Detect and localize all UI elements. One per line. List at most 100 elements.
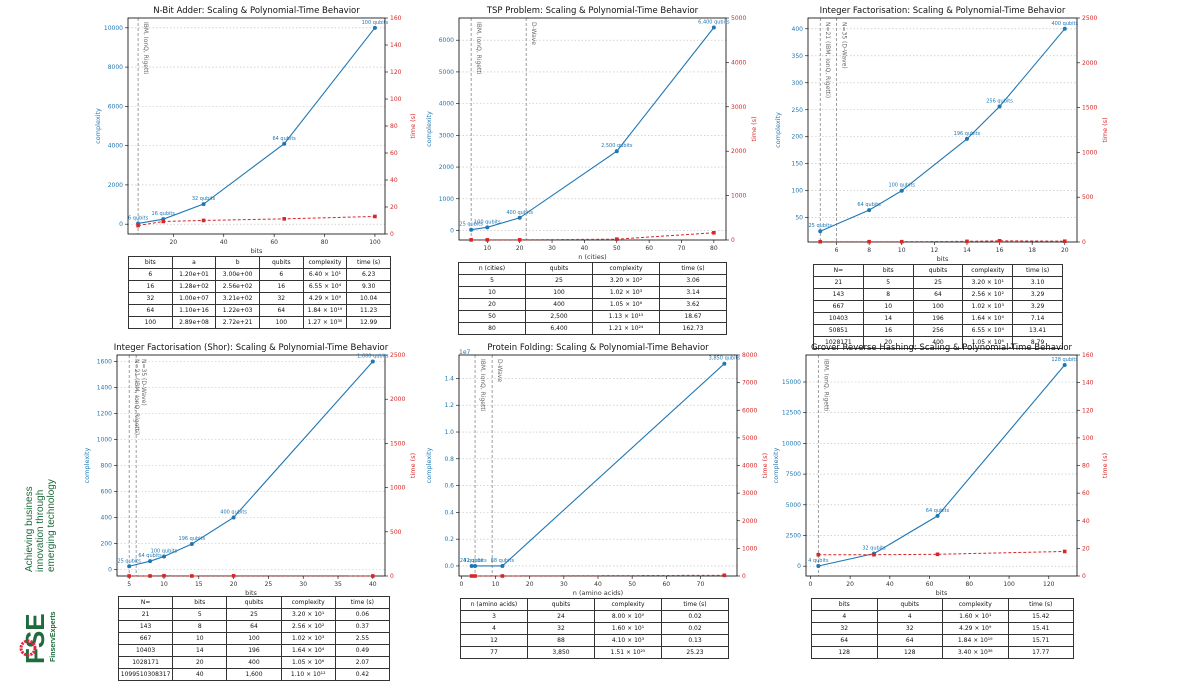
table-header-cell: complexity — [281, 597, 335, 609]
time-line — [472, 575, 725, 576]
y-tick-label: 0 — [108, 567, 112, 574]
table-header-cell: qubits — [227, 597, 281, 609]
y2-tick-label: 100 — [1082, 435, 1094, 442]
y2-tick-label: 3000 — [731, 104, 746, 111]
x-tick-label: 80 — [965, 581, 973, 588]
y2-tick-label: 140 — [1082, 380, 1094, 387]
y2-tick-label: 0 — [1082, 573, 1086, 580]
complexity-point — [712, 26, 716, 30]
table-cell: 4.29 × 10⁹ — [943, 623, 1009, 635]
y-tick-label: 0.2 — [444, 536, 454, 543]
table-cell: 0.49 — [335, 645, 389, 657]
time-point — [615, 237, 619, 241]
y-tick-label: 1600 — [97, 359, 112, 366]
time-point — [1063, 550, 1067, 554]
y2-tick-label: 80 — [1082, 463, 1090, 470]
time-line — [818, 551, 1064, 554]
x-tick-label: 30 — [560, 581, 568, 588]
complexity-point-label: 4 qubits — [808, 558, 829, 564]
table-cell: 1.02 × 10³ — [281, 633, 335, 645]
y-tick-label: 400 — [101, 515, 113, 522]
y-tick-label: 1.2 — [444, 402, 454, 409]
table-header-cell: complexity — [303, 257, 347, 269]
complexity-point-label: 64 qubits — [857, 202, 881, 208]
table-cell: 10 — [459, 287, 526, 299]
table-cell: 3.40 × 10³⁸ — [943, 647, 1009, 659]
complexity-point-label: 3,850 qubits — [709, 356, 741, 362]
x-tick-label: 100 — [1003, 581, 1015, 588]
y2-tick-label: 500 — [390, 529, 402, 536]
y-tick-label: 10000 — [104, 25, 123, 32]
table-header-cell: n (amino acids) — [461, 599, 528, 611]
y-tick-label: 6000 — [108, 103, 123, 110]
table-cell: 162.73 — [660, 323, 727, 335]
x-tick-label: 120 — [1043, 581, 1055, 588]
chart-title: N-Bit Adder: Scaling & Polynomial-Time B… — [153, 6, 360, 16]
plot-frame — [806, 355, 1077, 576]
y2-axis-label: time (s) — [1101, 117, 1109, 142]
time-point — [501, 574, 505, 578]
table-cell: 10.04 — [347, 293, 391, 305]
y2-tick-label: 2500 — [390, 352, 405, 359]
complexity-point-label: 32 qubits — [862, 546, 886, 552]
complexity-point-label: 100 qubits — [888, 183, 915, 189]
x-axis-label: bits — [936, 589, 948, 597]
y2-axis-label: time (s) — [409, 113, 417, 138]
time-point — [486, 238, 490, 242]
x-tick-label: 40 — [886, 581, 894, 588]
table-cell: 16 — [129, 281, 173, 293]
y2-tick-label: 100 — [390, 96, 402, 103]
x-axis-label: n (amino acids) — [573, 589, 623, 597]
y-tick-label: 1000 — [439, 196, 454, 203]
table-cell: 3.21e+02 — [216, 293, 260, 305]
table-cell: 80 — [459, 323, 526, 335]
x-tick-label: 60 — [270, 239, 278, 246]
table-cell: 6 — [129, 269, 173, 281]
complexity-point — [162, 555, 166, 559]
y-tick-label: 0 — [797, 563, 801, 570]
table-cell: 1028171 — [814, 337, 864, 349]
table-cell: 667 — [814, 301, 864, 313]
complexity-line — [471, 28, 714, 230]
logo-subtext: FinservExperts — [50, 611, 57, 662]
table-cell: 15.42 — [1008, 611, 1074, 623]
y-axis-label: complexity — [772, 447, 780, 483]
table-cell: 1.00e+07 — [172, 293, 216, 305]
time-point — [202, 219, 206, 223]
chart-title: TSP Problem: Scaling & Polynomial-Time B… — [486, 6, 699, 16]
table-cell: 6.55 × 10⁴ — [303, 281, 347, 293]
y-tick-label: 350 — [792, 53, 804, 60]
complexity-point — [722, 362, 726, 366]
y-tick-label: 8000 — [108, 64, 123, 71]
table-cell: 32 — [877, 623, 943, 635]
table-cell: 3.20 × 10¹ — [963, 277, 1013, 289]
complexity-point — [998, 105, 1002, 109]
table-cell: 40 — [173, 669, 227, 681]
table-header-cell: qubits — [526, 263, 593, 275]
complexity-point-label: 196 qubits — [954, 131, 981, 137]
y-tick-label: 200 — [101, 541, 113, 548]
plot-frame — [117, 355, 385, 576]
table-header-cell: bits — [129, 257, 173, 269]
y2-axis-label: time (s) — [409, 453, 417, 478]
table-cell: 10 — [173, 633, 227, 645]
y-offset-label: 1e7 — [459, 349, 471, 356]
table-cell: 3.29 — [1013, 289, 1063, 301]
x-axis-label: bits — [251, 247, 263, 255]
complexity-point-label: 25 qubits — [117, 558, 141, 564]
x-tick-label: 30 — [299, 581, 307, 588]
reference-line-label: N=21 (IBM, IonQ, Rigetti) — [133, 359, 140, 435]
x-tick-label: 20 — [846, 581, 854, 588]
table-cell: 3.62 — [660, 299, 727, 311]
complexity-point — [818, 229, 822, 233]
table-cell: 18.67 — [660, 311, 727, 323]
y2-tick-label: 0 — [390, 231, 394, 238]
table-cell: 6,400 — [526, 323, 593, 335]
